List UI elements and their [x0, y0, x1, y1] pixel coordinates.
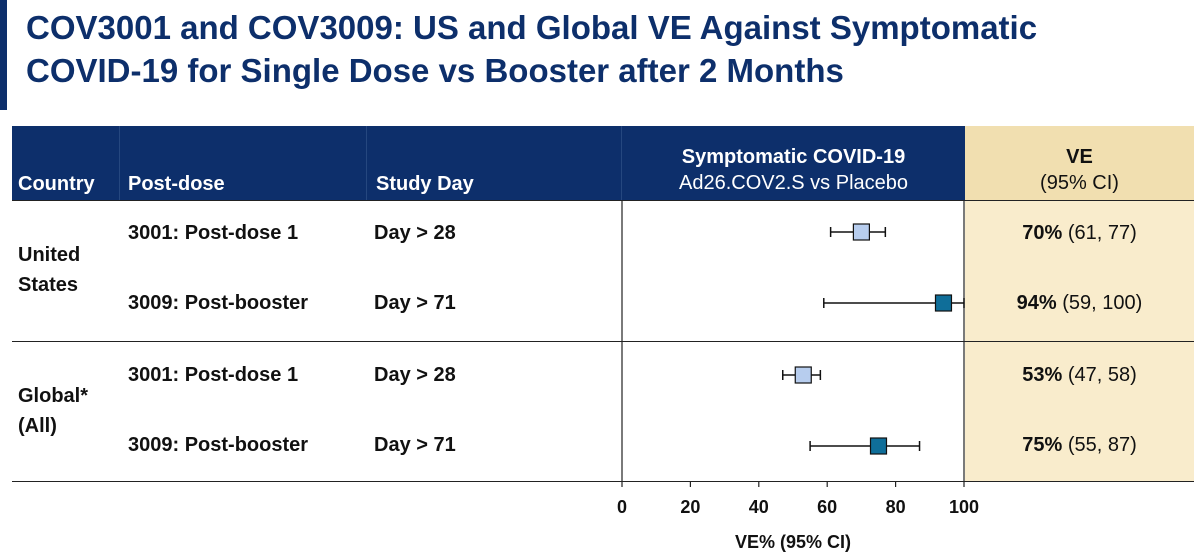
- country-line: (All): [18, 415, 57, 437]
- header-outcome-subtitle: Ad26.COV2.S vs Placebo: [678, 172, 908, 194]
- table-divider: [12, 200, 1194, 201]
- ve-point-marker: [869, 437, 888, 455]
- ve-ci: (47, 58): [1067, 364, 1137, 386]
- row-ve-value: 94% (59, 100): [965, 292, 1194, 315]
- ve-ci: (55, 87): [1067, 434, 1137, 456]
- row-post-dose: 3001: Post-dose 1: [128, 364, 299, 386]
- header-separator: [119, 126, 120, 200]
- row-ve-value: 53% (47, 58): [965, 364, 1194, 387]
- table-divider: [12, 481, 1194, 482]
- header-outcome-title: Symptomatic COVID-19: [681, 146, 906, 168]
- x-axis-title: VE% (95% CI): [735, 532, 851, 552]
- header-separator: [621, 126, 622, 200]
- row-study-day: Day > 71: [374, 292, 456, 314]
- x-tick-label: 80: [886, 497, 906, 517]
- country-line: United: [18, 244, 81, 266]
- header-ve: VE: [1066, 146, 1093, 168]
- ve-point-marker: [934, 294, 953, 312]
- title-accent-bar: [0, 0, 7, 110]
- country-line: States: [18, 274, 79, 296]
- row-post-dose: 3009: Post-booster: [128, 434, 309, 456]
- header-country: Country: [18, 173, 95, 195]
- row-post-dose: 3009: Post-booster: [128, 292, 309, 314]
- x-tick-label: 40: [749, 497, 769, 517]
- ve-percent: 53%: [1022, 364, 1063, 386]
- ve-percent: 75%: [1022, 434, 1063, 456]
- ve-percent: 94%: [1016, 292, 1057, 314]
- country-united-states: United States: [18, 240, 80, 300]
- ve-percent: 70%: [1022, 222, 1063, 244]
- x-axis-ticks: 0 20 40 60 80 100: [617, 482, 979, 517]
- row-study-day: Day > 28: [374, 364, 456, 386]
- title-line-1: COV3001 and COV3009: US and Global VE Ag…: [26, 9, 1038, 46]
- x-tick-label: 60: [817, 497, 837, 517]
- ve-point-marker: [794, 366, 812, 384]
- row-post-dose: 3001: Post-dose 1: [128, 222, 299, 244]
- x-tick-label: 100: [949, 497, 979, 517]
- country-global: Global* (All): [18, 381, 88, 441]
- row-study-day: Day > 71: [374, 434, 456, 456]
- ve-ci: (61, 77): [1067, 222, 1137, 244]
- row-ve-value: 75% (55, 87): [965, 434, 1194, 457]
- header-separator: [366, 126, 367, 200]
- page-title: COV3001 and COV3009: US and Global VE Ag…: [26, 6, 1196, 92]
- row-study-day: Day > 28: [374, 222, 456, 244]
- header-study-day: Study Day: [376, 173, 474, 195]
- ve-point-marker: [852, 223, 871, 241]
- x-tick-label: 0: [617, 497, 627, 517]
- header-post-dose: Post-dose: [128, 173, 225, 195]
- row-ve-value: 70% (61, 77): [965, 222, 1194, 245]
- title-line-2: COVID-19 for Single Dose vs Booster afte…: [26, 52, 844, 89]
- ve-ci: (59, 100): [1062, 292, 1143, 314]
- x-tick-label: 20: [680, 497, 700, 517]
- table-divider: [12, 341, 1194, 342]
- table-header: [12, 126, 965, 200]
- country-line: Global*: [18, 385, 89, 407]
- data-marks: [781, 223, 965, 455]
- header-ve-ci: (95% CI): [1040, 172, 1119, 194]
- ve-column-header-background: [965, 126, 1194, 200]
